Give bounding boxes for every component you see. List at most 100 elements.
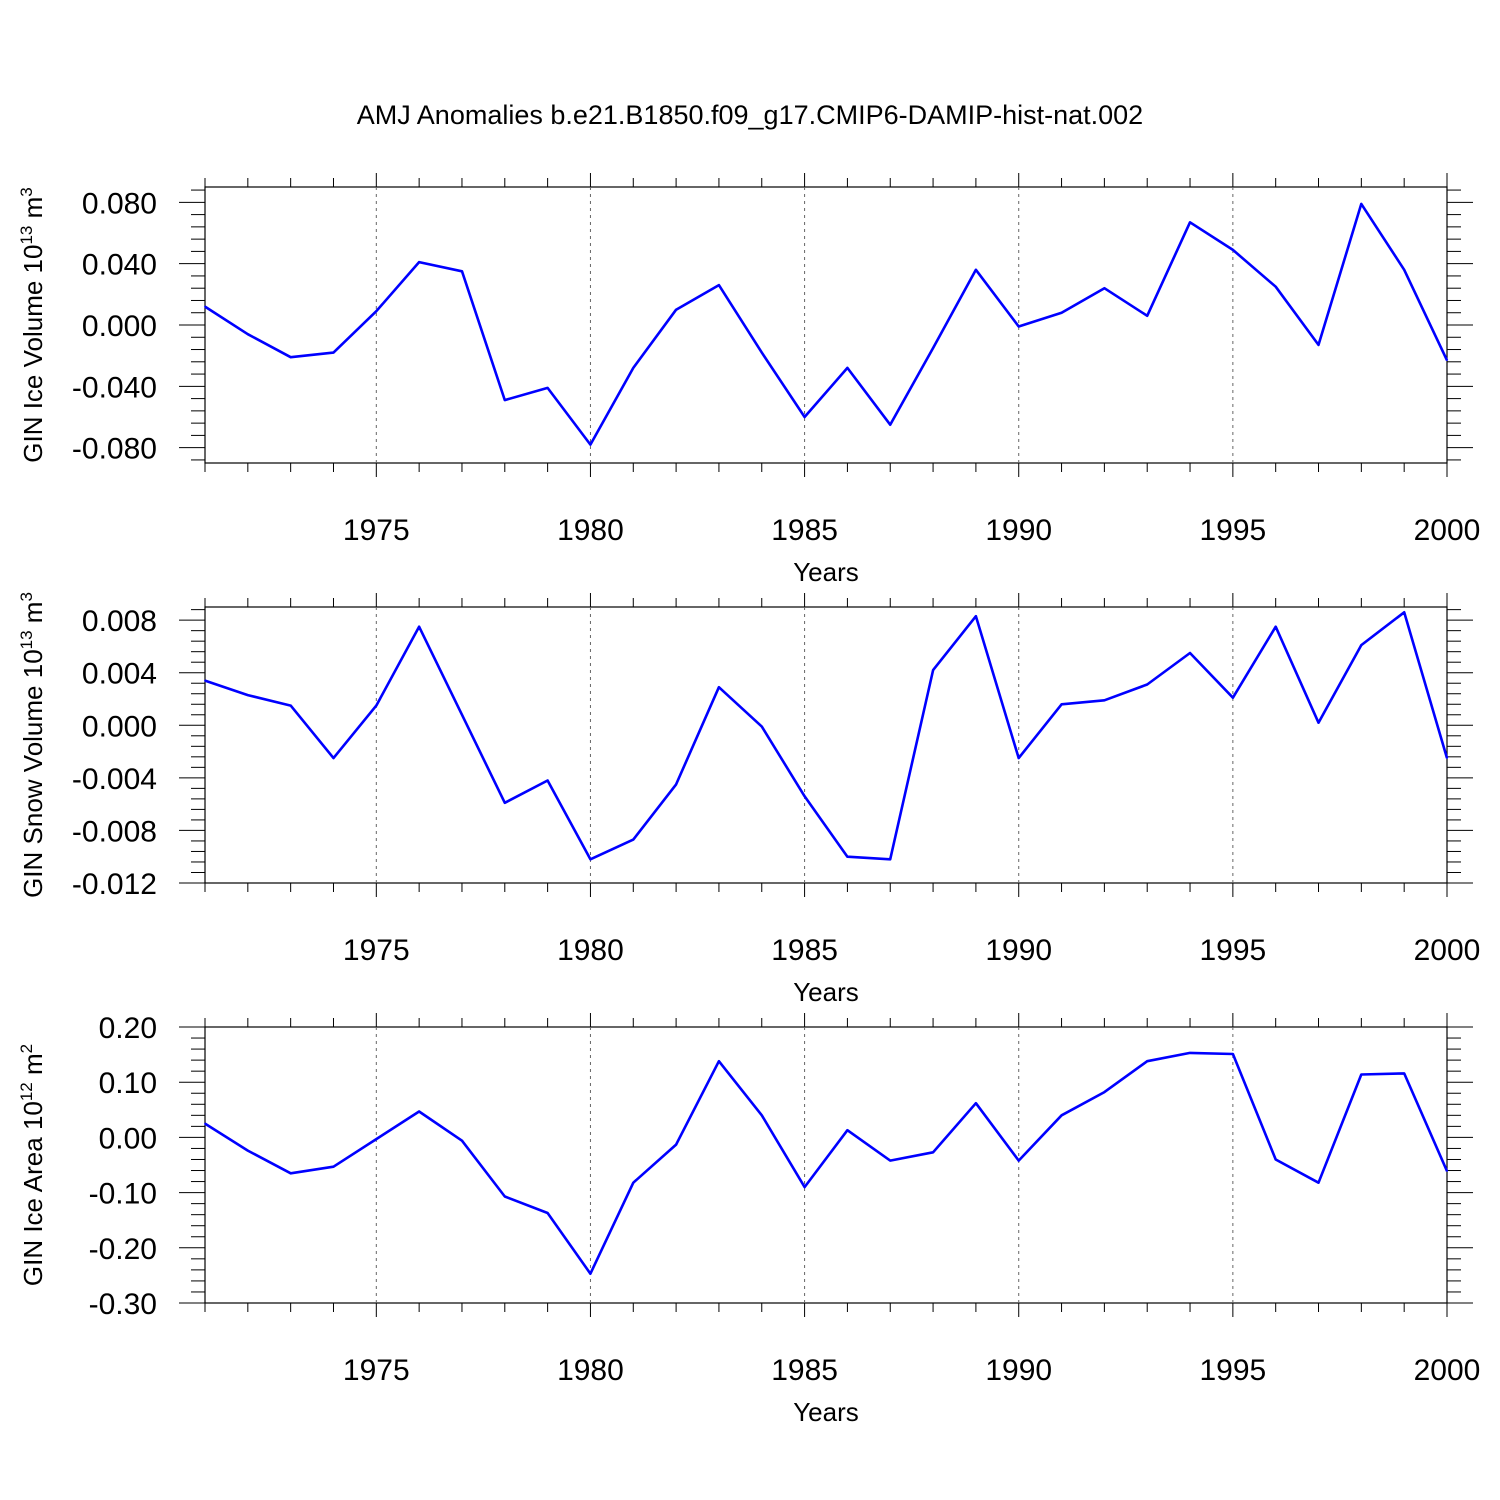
y-tick-label: -0.012 [72, 868, 157, 901]
y-axis-label-part: m [18, 197, 48, 226]
data-point [718, 284, 720, 286]
x-tick-label: 1985 [771, 1354, 838, 1387]
x-tick-label: 1975 [343, 934, 410, 967]
x-tick-label: 2000 [1414, 514, 1481, 547]
data-point [375, 1138, 378, 1140]
data-point [632, 1181, 635, 1184]
y-tick-label: 0.008 [82, 605, 157, 638]
data-point [632, 367, 635, 369]
data-point [503, 802, 506, 804]
data-point [204, 305, 206, 308]
data-point [1060, 1114, 1063, 1117]
y-axis-label-superscript: 12 [17, 1082, 36, 1101]
chart-panel-2: 1975 1980 1985 1990 1995 2000 0.008 0.004 0.000 -… [17, 592, 1480, 1007]
data-point [846, 367, 849, 369]
data-point [1403, 611, 1405, 614]
plot-frame [204, 1026, 1448, 1304]
data-point [1146, 315, 1149, 317]
data-point [461, 713, 463, 716]
data-point [1317, 344, 1320, 346]
y-axis-label-superscript: 13 [17, 630, 36, 649]
data-point [1189, 652, 1191, 654]
y-tick-label: -0.080 [72, 433, 157, 466]
data-point [503, 399, 506, 401]
y-tick-label: 0.000 [82, 310, 157, 343]
y-tick-label: 0.004 [82, 658, 157, 691]
y-tick-label: -0.10 [89, 1178, 157, 1211]
data-point [247, 694, 249, 696]
data-point [247, 1149, 249, 1152]
x-axis-label: Years [793, 557, 859, 587]
data-point [760, 351, 763, 354]
data-point [1189, 221, 1191, 224]
data-point [289, 704, 292, 707]
x-tick-label: 1995 [1199, 514, 1266, 547]
data-point [975, 269, 977, 271]
data-point [247, 333, 249, 336]
y-axis-label-part: m [18, 602, 48, 631]
data-point [932, 669, 934, 671]
y-tick-label: -0.040 [72, 371, 157, 404]
data-point [289, 356, 292, 359]
data-point [975, 615, 977, 617]
y-tick-label: 0.080 [82, 187, 157, 220]
data-point [1317, 721, 1320, 724]
y-tick-label: -0.20 [89, 1233, 157, 1266]
data-point [1446, 757, 1448, 759]
y-tick-label: 0.00 [99, 1122, 157, 1155]
y-axis-label-superscript: 13 [17, 226, 36, 245]
data-point [1017, 757, 1020, 759]
y-axis-label: GIN Snow Volume 1013 m3 [17, 592, 48, 898]
data-point [889, 858, 892, 861]
data-point [1232, 249, 1234, 251]
plot-frame [204, 606, 1448, 884]
x-tick-label: 1990 [985, 1354, 1052, 1387]
data-point [1017, 1159, 1020, 1162]
y-tick-label: 0.10 [99, 1067, 157, 1100]
figure-title: AMJ Anomalies b.e21.B1850.f09_g17.CMIP6-… [357, 100, 1143, 130]
y-axis-label-superscript: 2 [17, 1044, 36, 1053]
series-line [204, 1051, 1449, 1275]
data-point [375, 704, 378, 707]
data-point [332, 757, 335, 759]
data-point [1403, 269, 1405, 271]
data-point [546, 1212, 549, 1214]
data-point [1017, 325, 1020, 328]
data-point [375, 310, 378, 313]
data-point [1232, 696, 1234, 699]
data-point [760, 725, 763, 728]
data-point [1446, 1170, 1448, 1172]
y-tick-label: -0.008 [72, 815, 157, 848]
data-point [889, 1159, 892, 1162]
data-point [1317, 1181, 1320, 1184]
data-point [1146, 1060, 1149, 1063]
data-point [332, 351, 335, 354]
data-point [718, 1060, 720, 1063]
data-point [803, 795, 806, 798]
data-point [589, 443, 592, 446]
data-point [1446, 359, 1448, 362]
x-tick-label: 1985 [771, 514, 838, 547]
data-point [1274, 625, 1277, 628]
y-axis-label: GIN Ice Area 1012 m2 [17, 1044, 48, 1286]
data-point [546, 387, 549, 389]
data-point [975, 1102, 977, 1104]
data-point [204, 679, 206, 682]
data-point [461, 1139, 463, 1142]
data-point [418, 625, 420, 628]
data-point [1189, 1052, 1191, 1054]
data-point [204, 1122, 206, 1125]
data-point [332, 1165, 335, 1168]
x-tick-label: 1995 [1199, 934, 1266, 967]
data-point [503, 1195, 506, 1198]
data-point [1103, 699, 1106, 702]
data-point [289, 1172, 292, 1175]
y-tick-label: 0.040 [82, 249, 157, 282]
data-point [932, 347, 934, 349]
data-point [1103, 287, 1106, 290]
data-point [846, 1129, 849, 1132]
y-tick-label: 0.20 [99, 1012, 157, 1045]
plot-frame [204, 186, 1448, 464]
data-point [675, 308, 677, 311]
y-axis-label-part: GIN Snow Volume 10 [18, 649, 48, 898]
